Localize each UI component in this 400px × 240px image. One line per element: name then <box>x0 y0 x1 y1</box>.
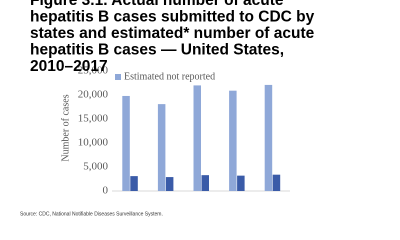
y-tick-label: 25,000 <box>78 65 109 77</box>
bar <box>272 174 281 191</box>
y-tick-label: 10,000 <box>78 137 109 149</box>
page: Number of cases Source: CDC, National No… <box>20 0 315 218</box>
source-note: Source: CDC, National Notifiable Disease… <box>20 211 163 217</box>
chart-title: Figure 3.1. Actual number of acute <box>30 0 284 9</box>
y-tick-label: 5,000 <box>83 161 108 173</box>
bar <box>264 84 273 191</box>
bar <box>229 90 237 191</box>
bar <box>237 175 245 191</box>
chart-title: hepatitis B cases — United States, <box>30 42 284 59</box>
y-tick-label: 20,000 <box>78 89 109 101</box>
legend-swatch <box>115 74 121 80</box>
bar <box>201 175 209 191</box>
y-tick-label: 0 <box>103 185 109 197</box>
y-tick-label: 15,000 <box>78 113 109 125</box>
bar <box>122 95 130 191</box>
chart-title: states and estimated* number of acute <box>30 25 315 42</box>
bar <box>193 85 201 191</box>
chart-title: 2010–2017 <box>30 58 108 75</box>
bar <box>130 176 138 191</box>
legend-label: Estimated not reported <box>124 71 215 82</box>
bar <box>165 177 174 191</box>
y-axis-label: Number of cases <box>60 94 71 161</box>
chart: Number of cases Source: CDC, National No… <box>20 0 315 217</box>
chart-title: hepatitis B cases submitted to CDC by <box>30 9 315 26</box>
bar <box>157 104 166 191</box>
